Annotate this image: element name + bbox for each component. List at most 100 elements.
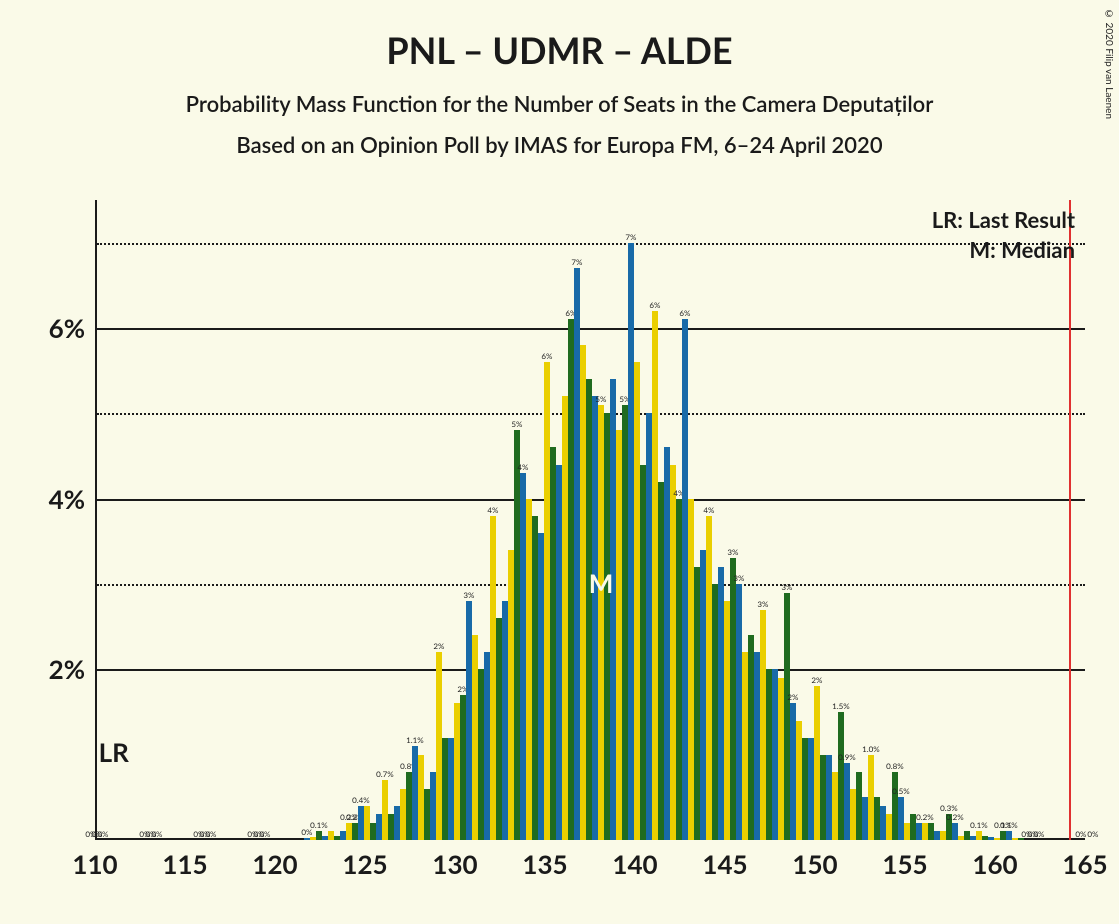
- bar: [532, 516, 538, 840]
- chart-subtitle-2: Based on an Opinion Poll by IMAS for Eur…: [0, 131, 1119, 158]
- bar: 0.2%: [352, 823, 358, 840]
- bar: [388, 814, 394, 840]
- bar-value-label: 6%: [679, 308, 690, 318]
- bar: [454, 703, 460, 840]
- bar: [850, 789, 856, 840]
- bar: [550, 447, 556, 840]
- bar: [430, 772, 436, 840]
- bar: [526, 499, 532, 840]
- bar: [688, 499, 694, 840]
- bar: [832, 772, 838, 840]
- bar: [940, 831, 946, 840]
- bar-value-label: 3%: [781, 582, 792, 592]
- bar-value-label: 0.1%: [310, 820, 328, 830]
- bar: 2%: [814, 686, 820, 840]
- bar: [718, 567, 724, 840]
- bar: [778, 678, 784, 840]
- bar-value-label: 0%: [1075, 829, 1086, 839]
- bar-value-label: 0%: [259, 829, 270, 839]
- bar: 0.4%: [358, 806, 364, 840]
- bar-value-label: 3%: [733, 573, 744, 583]
- x-axis-label: 140: [612, 848, 657, 880]
- bar: [910, 814, 916, 840]
- bar: 1.5%: [838, 712, 844, 840]
- bar: [820, 755, 826, 840]
- bar: 5%: [622, 405, 628, 840]
- bar: [340, 831, 346, 840]
- bar: 6%: [544, 362, 550, 840]
- x-axis-label: 125: [342, 848, 387, 880]
- x-axis-label: 130: [432, 848, 477, 880]
- y-axis-label: 6%: [49, 312, 85, 344]
- bar: [934, 831, 940, 840]
- bar: [334, 836, 340, 840]
- bar: 3%: [466, 601, 472, 840]
- bar: [424, 789, 430, 840]
- bar: 0.1%: [1006, 831, 1012, 840]
- bar: [748, 635, 754, 840]
- bar: [394, 806, 400, 840]
- x-axis-label: 120: [252, 848, 297, 880]
- chart-subtitle-1: Probability Mass Function for the Number…: [0, 90, 1119, 117]
- bar: 4%: [520, 473, 526, 840]
- bar: [442, 738, 448, 840]
- bar: 0.2%: [346, 823, 352, 840]
- bar: [370, 823, 376, 840]
- bar: 1.0%: [868, 755, 874, 840]
- median-marker: M: [589, 567, 614, 599]
- bar: 7%: [628, 243, 634, 840]
- bar: [580, 345, 586, 840]
- bar: [796, 721, 802, 840]
- bar: [322, 836, 328, 840]
- bar: 4%: [706, 516, 712, 840]
- bar: [484, 652, 490, 840]
- bar: [772, 669, 778, 840]
- bar: 0.1%: [976, 831, 982, 840]
- chart-area: 0%0%0%0%0%0%0%0%0%0%0%0%0%0.1%0.2%0.2%0.…: [95, 200, 1085, 840]
- bar: 7%: [574, 268, 580, 840]
- bar-value-label: 0.5%: [892, 786, 910, 796]
- bar-value-label: 4%: [487, 505, 498, 515]
- bar: [310, 837, 316, 840]
- bar: [862, 797, 868, 840]
- x-axis-label: 150: [792, 848, 837, 880]
- bar: [886, 814, 892, 840]
- bar: [664, 447, 670, 840]
- bar-value-label: 0.9%: [838, 752, 856, 762]
- y-axis-label: 2%: [49, 653, 85, 685]
- bar: [508, 550, 514, 840]
- bar: [670, 465, 676, 840]
- plot-box: 0%0%0%0%0%0%0%0%0%0%0%0%0%0.1%0.2%0.2%0.…: [95, 200, 1085, 840]
- bar: [418, 755, 424, 840]
- bar-value-label: 7%: [571, 257, 582, 267]
- bar-value-label: 0.1%: [970, 820, 988, 830]
- bar: [958, 836, 964, 840]
- bar: [802, 738, 808, 840]
- bar: [916, 823, 922, 840]
- bar: 0%: [304, 838, 310, 840]
- bar: [562, 396, 568, 840]
- bar: [694, 567, 700, 840]
- bar: [826, 755, 832, 840]
- bar: [766, 669, 772, 840]
- x-axis-label: 160: [972, 848, 1017, 880]
- bar: [400, 789, 406, 840]
- bar: 3%: [730, 558, 736, 840]
- bar-value-label: 5%: [511, 419, 522, 429]
- bar: 3%: [784, 593, 790, 840]
- bar: 0.9%: [844, 763, 850, 840]
- bar: 6%: [568, 319, 574, 840]
- bar: 2%: [436, 652, 442, 840]
- bar: [658, 482, 664, 840]
- bar-value-label: 7%: [625, 232, 636, 242]
- bar-value-label: 0%: [1087, 829, 1098, 839]
- bars-container: 0%0%0%0%0%0%0%0%0%0%0%0%0%0.1%0.2%0.2%0.…: [97, 200, 1087, 840]
- copyright: © 2020 Filip van Laenen: [1103, 8, 1115, 119]
- bar-value-label: 2%: [787, 692, 798, 702]
- bar-value-label: 3%: [757, 599, 768, 609]
- bar: 0.2%: [952, 823, 958, 840]
- x-axis-label: 165: [1062, 848, 1107, 880]
- bar: [970, 836, 976, 840]
- bar: [328, 831, 334, 840]
- bar: [808, 738, 814, 840]
